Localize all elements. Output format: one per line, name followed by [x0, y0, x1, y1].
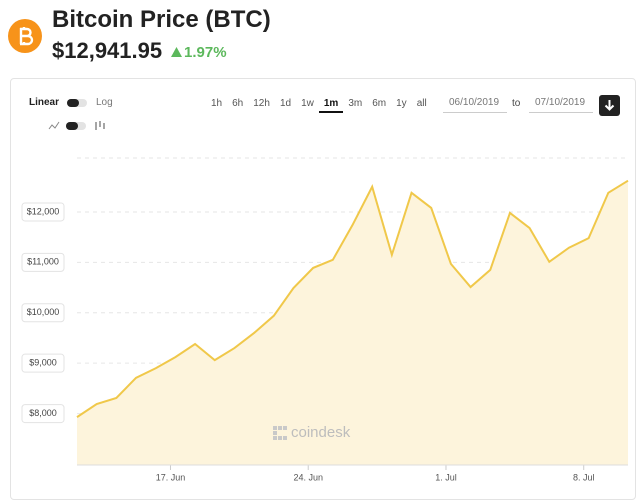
x-tick-label: 24. Jun — [293, 472, 323, 482]
watermark: coindesk — [291, 424, 351, 441]
to-label: to — [512, 98, 521, 109]
log-label: Log — [96, 97, 113, 108]
download-button[interactable] — [599, 95, 620, 116]
x-tick-label: 8. Jul — [573, 472, 595, 482]
y-tick-box — [21, 252, 65, 272]
area — [77, 180, 628, 465]
y-tick-box — [21, 353, 65, 373]
range-buttons: 1h 6h 12h 1d 1w 1m 3m 6m 1y all — [206, 97, 432, 113]
watermark-dot — [278, 436, 282, 440]
title-text: Bitcoin Price — [52, 6, 199, 33]
watermark-dot — [283, 426, 287, 430]
range-button[interactable]: 1d — [279, 98, 292, 109]
to-date[interactable]: 07/10/2019 — [529, 94, 593, 113]
title: Bitcoin Price (BTC) — [52, 6, 271, 34]
scale-toggle[interactable] — [67, 99, 87, 107]
y-tick-label: $12,000 — [27, 206, 60, 216]
y-tick-box — [21, 303, 65, 323]
y-tick-label: $11,000 — [27, 257, 59, 267]
btc-icon — [8, 19, 42, 53]
x-tick-label: 17. Jun — [156, 472, 186, 482]
y-tick-label: $9,000 — [29, 358, 57, 368]
range-button[interactable]: 1h — [211, 98, 223, 109]
range-button[interactable]: 1m — [318, 97, 344, 113]
y-tick-box — [21, 202, 65, 222]
range-button[interactable]: 12h — [253, 98, 270, 109]
up-arrow — [171, 47, 182, 57]
symbol: (BTC) — [205, 6, 271, 33]
range-button[interactable]: 3m — [348, 98, 363, 109]
type-toggle[interactable] — [48, 120, 108, 132]
x-tick-label: 1. Jul — [435, 472, 457, 482]
range-button[interactable]: 6h — [232, 98, 244, 109]
watermark-dot — [278, 426, 282, 430]
watermark-icon — [273, 426, 287, 440]
watermark-dot — [273, 436, 277, 440]
change: 1.97% — [184, 44, 227, 61]
range-button[interactable]: all — [416, 98, 427, 109]
from-date[interactable]: 06/10/2019 — [443, 94, 507, 113]
watermark-dot — [283, 436, 287, 440]
range-button[interactable]: 1y — [396, 98, 407, 109]
watermark-dot — [273, 426, 277, 430]
linear-label: Linear — [29, 97, 60, 108]
watermark-dot — [273, 431, 277, 435]
range-button[interactable]: 1w — [301, 98, 314, 109]
price: $12,941.95 — [52, 38, 163, 63]
range-button[interactable]: 6m — [372, 98, 387, 109]
y-tick-label: $8,000 — [29, 408, 57, 418]
y-tick-box — [21, 404, 65, 424]
y-tick-label: $10,000 — [27, 307, 60, 317]
price-line — [76, 179, 629, 418]
